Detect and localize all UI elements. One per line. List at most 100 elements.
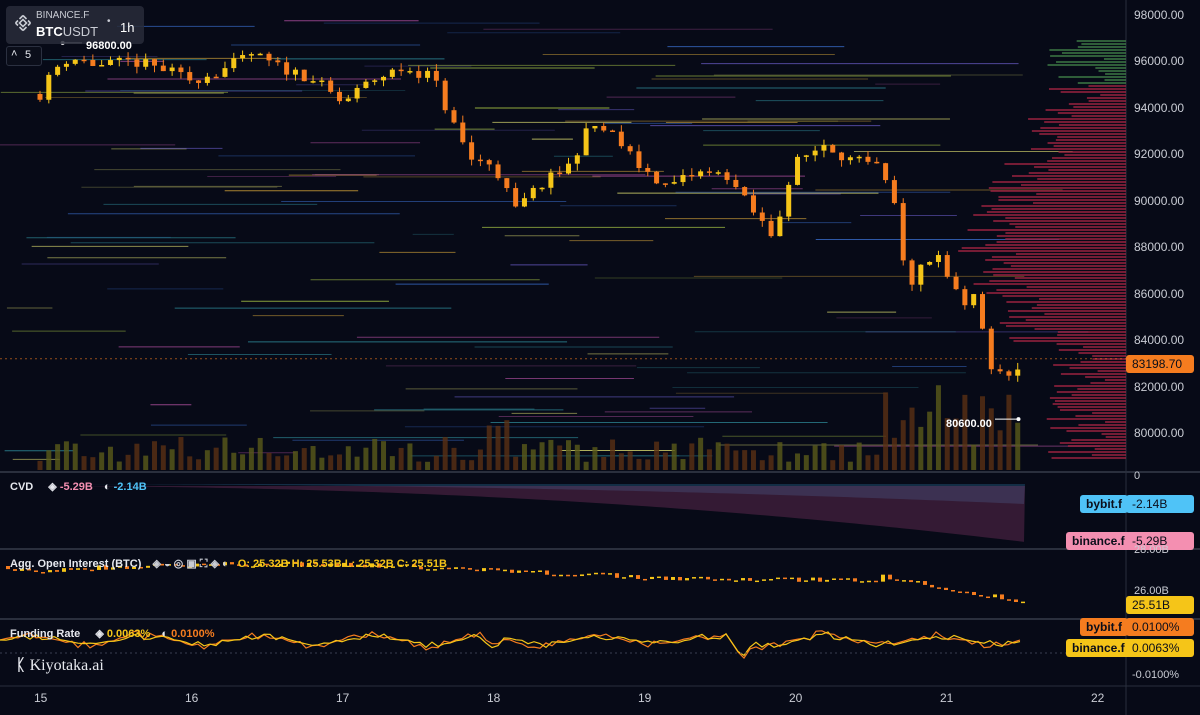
volume-bar (759, 460, 765, 470)
volume-profile-bar (1091, 454, 1126, 456)
volume-bar (222, 437, 228, 470)
oi-candle (874, 580, 878, 583)
volume-bar (301, 448, 307, 470)
candle-body (125, 57, 131, 60)
volume-bar (689, 443, 695, 470)
cvd-bybit-tag: bybit.f (1080, 495, 1128, 513)
oi-candle (853, 578, 857, 582)
current-price-tag: 83198.70 (1126, 355, 1194, 373)
low-marker-dot (1016, 417, 1021, 422)
oi-header: Agg. Open Interest (BTC) ◈ ◒ ◎ ▣ ⛶ ◈ ◐ O… (10, 557, 447, 571)
volume-profile-bar (986, 211, 1126, 213)
volume-profile-bar (1045, 109, 1126, 111)
funding-binance-line (0, 631, 1021, 657)
candle-body (715, 172, 721, 174)
volume-profile-bar (1077, 388, 1126, 390)
volume-bar (354, 456, 360, 470)
candle-body (407, 71, 413, 73)
volume-bar (583, 461, 589, 470)
volume-profile-bar (1056, 343, 1126, 345)
oi-candle (440, 567, 444, 570)
volume-bar (671, 443, 677, 470)
oi-candle (923, 581, 927, 585)
candle-body (953, 276, 959, 290)
volume-bar (310, 446, 316, 470)
price-tick-label: 94000.00 (1134, 100, 1185, 115)
candle-body (433, 70, 439, 81)
volume-profile-bar (1057, 136, 1126, 138)
oi-candle (699, 576, 703, 579)
volume-bar (477, 449, 483, 470)
candle-body (116, 57, 122, 61)
oi-candle (447, 567, 451, 570)
volume-profile-bar (983, 271, 1126, 273)
oi-candle (951, 590, 955, 592)
volume-profile-bar (1047, 142, 1126, 144)
oi-candle (188, 566, 192, 568)
volume-profile-bar (993, 220, 1126, 222)
oi-candle (881, 574, 885, 582)
volume-bar (654, 441, 660, 470)
volume-bar (486, 425, 492, 470)
oi-candle (629, 575, 633, 578)
candle-body (328, 80, 334, 92)
candle-body (689, 175, 695, 177)
volume-profile-bar (1002, 295, 1126, 297)
candle-body (240, 55, 246, 59)
time-tick-label: 22 (1091, 691, 1105, 705)
volume-bar (786, 461, 792, 470)
volume-profile-bar (999, 322, 1126, 324)
oi-candle (832, 578, 836, 580)
funding-binance-tag: binance.f (1066, 639, 1131, 657)
interval-label[interactable]: 1h (120, 20, 135, 35)
volume-bar (460, 459, 466, 470)
volume-profile-bar (1006, 301, 1126, 303)
oi-candle (860, 581, 864, 583)
candle-body (513, 188, 519, 207)
oi-candle (244, 564, 248, 567)
oi-candle (468, 568, 472, 570)
candle-body (548, 172, 554, 188)
oi-candle (6, 566, 10, 570)
indicator-toggle[interactable]: ˄ 5 (6, 46, 42, 66)
volume-bar (1006, 394, 1012, 470)
oi-candle (818, 577, 822, 582)
volume-bar (469, 460, 475, 470)
oi-axis-mid: 26.00B (1134, 585, 1169, 597)
candle-body (55, 66, 61, 75)
volume-bar (451, 447, 457, 470)
volume-profile-bar (1031, 130, 1126, 132)
volume-profile-bar (1059, 409, 1126, 411)
candle-body (777, 216, 783, 237)
volume-profile-bar (1105, 436, 1126, 438)
candle-body (354, 87, 360, 99)
volume-bar (610, 439, 616, 470)
candle-body (169, 67, 175, 72)
oi-candle (272, 565, 276, 567)
volume-bar (143, 455, 149, 470)
oi-candle (538, 570, 542, 572)
volume-bar (433, 455, 439, 470)
symbol-box[interactable]: BINANCE.F BTCUSDT • 1h (6, 6, 144, 44)
volume-profile-bar (1090, 382, 1126, 384)
candle-body (99, 65, 105, 67)
oi-candle (370, 563, 374, 568)
oi-candle (972, 591, 976, 596)
oi-candle (195, 563, 199, 567)
oi-candle (342, 562, 346, 567)
candle-body (504, 178, 510, 189)
exchange-label: BINANCE.F (36, 10, 90, 21)
volume-bar (618, 453, 624, 470)
candle-body (398, 69, 404, 72)
binance-logo-icon (14, 14, 32, 32)
candle-body (918, 264, 924, 285)
volume-bar (962, 394, 968, 470)
volume-profile-bar (1048, 169, 1126, 171)
candle-body (160, 65, 166, 72)
oi-candle (27, 568, 31, 571)
candle-body (204, 76, 210, 83)
volume-profile-bar (1040, 127, 1126, 129)
volume-profile-bar (1047, 160, 1126, 162)
volume-bar (90, 457, 96, 470)
